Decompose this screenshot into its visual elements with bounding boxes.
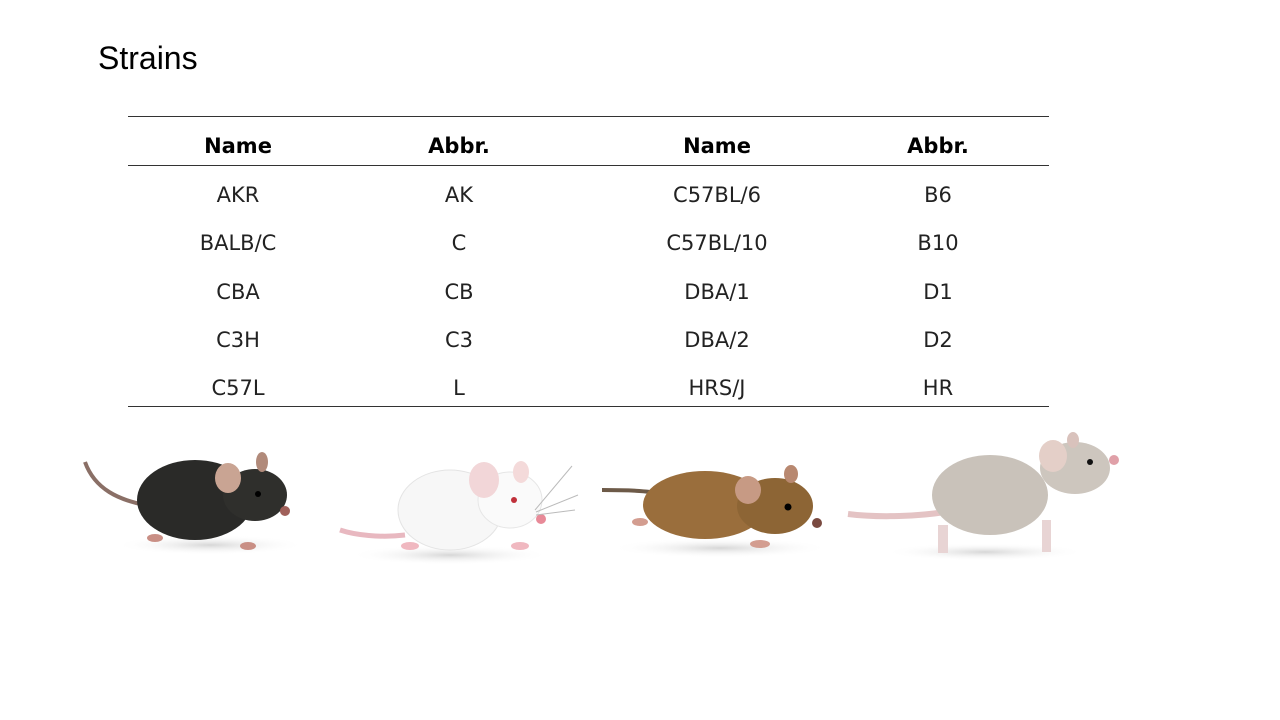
table-cell: HR [922,376,954,401]
header-cell: Abbr. [428,134,490,158]
table-cell: D1 [923,279,953,304]
table-cell: AKR [216,183,260,207]
table-cell: L [453,376,465,401]
table-cell: B6 [924,183,952,207]
table-cell: C57BL/10 [666,231,768,256]
table-cell: C57L [211,376,265,401]
header-cell: Abbr. [907,134,969,158]
gray-mouse [847,432,1119,561]
table-cell: C [451,231,467,256]
table-top-rule [128,116,1049,117]
table-cell: D2 [923,327,953,352]
table-cell: CBA [216,279,260,304]
table-cell: DBA/1 [684,279,750,304]
header-cell: Name [683,134,751,158]
table-cell: C3H [216,327,260,352]
table-cell: HRS/J [688,376,746,401]
table-cell: CB [444,279,474,304]
table-cell: C57BL/6 [673,183,761,207]
table-cell: C3 [444,327,474,352]
slide-title: Strains [98,40,198,76]
brown-mouse [601,465,830,558]
table-cell: AK [444,183,474,207]
table-cell: BALB/C [199,231,277,256]
table-cell: DBA/2 [684,327,750,352]
table-bottom-rule [128,406,1049,407]
black-mouse [83,452,305,555]
table-cell: B10 [917,231,959,256]
white-mouse [339,461,579,565]
header-rule [128,165,1049,166]
header-cell: Name [204,134,272,158]
